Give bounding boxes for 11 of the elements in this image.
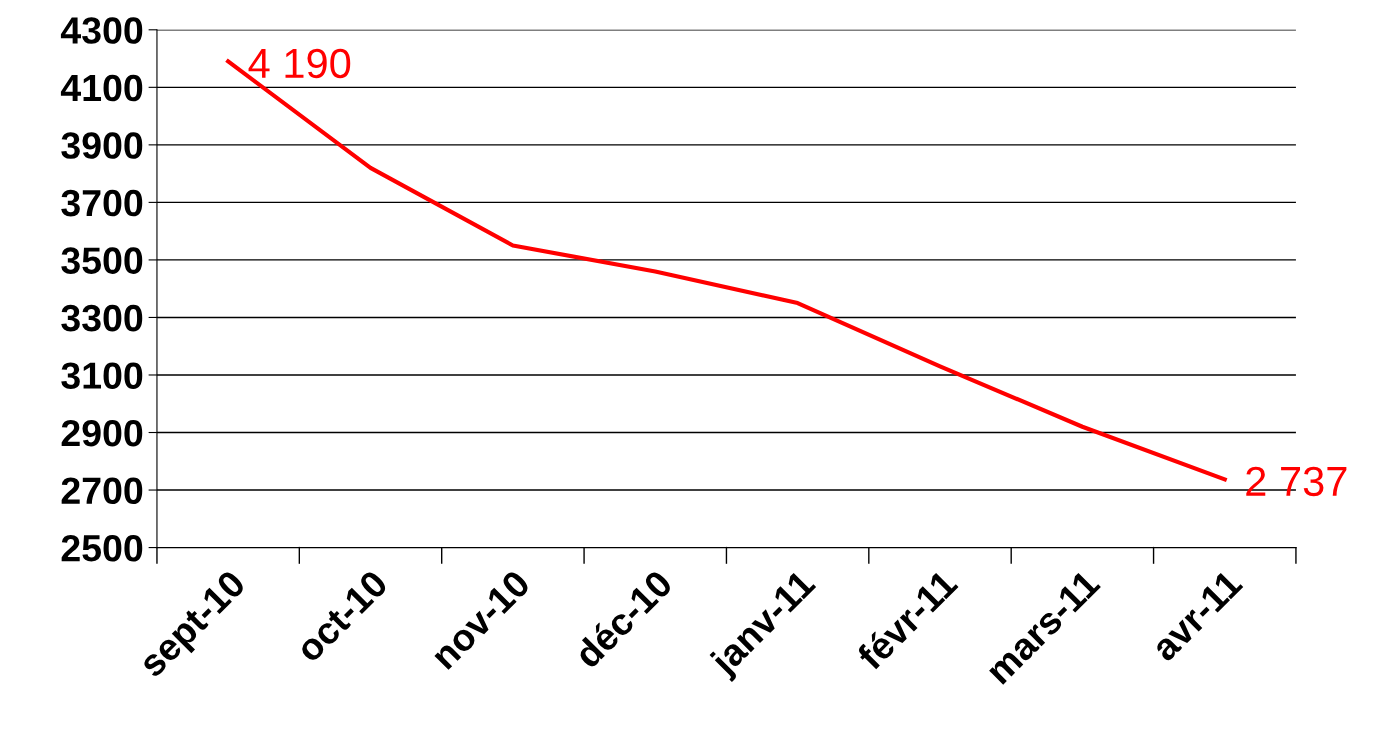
y-tick-label: 4300 <box>60 17 143 44</box>
y-tick-label: 2500 <box>61 534 143 562</box>
y-tick-label: 2700 <box>61 477 143 504</box>
y-tick-label: 3900 <box>61 132 143 159</box>
y-tick-label: 2900 <box>61 419 143 447</box>
y-tick-label: 3700 <box>61 189 143 217</box>
y-tick-label: 3100 <box>61 362 143 389</box>
y-tick-label: 3300 <box>61 304 143 332</box>
data-label: 4 190 <box>248 48 351 79</box>
y-tick-label: 3500 <box>61 247 143 274</box>
y-tick-label: 4100 <box>60 74 143 102</box>
